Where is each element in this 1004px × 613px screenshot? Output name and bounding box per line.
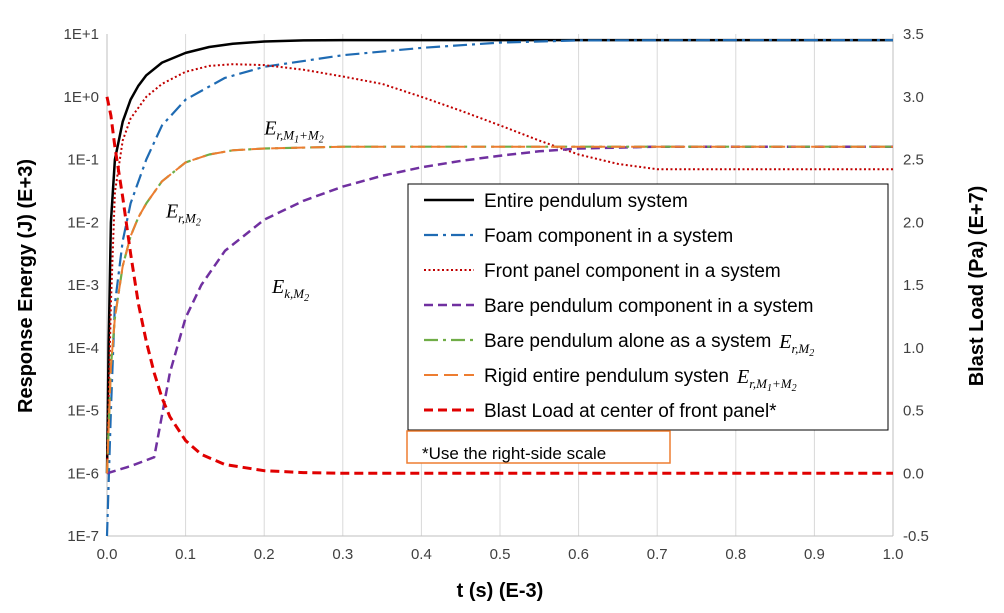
legend-label: Bare pendulum alone as a system: [484, 331, 771, 352]
y-tick-label: 1E-4: [67, 340, 99, 357]
legend-label: Rigid entire pendulum systen: [484, 366, 729, 387]
legend: Entire pendulum system Foam component in …: [407, 183, 889, 431]
x-tick-label: 0.9: [804, 546, 825, 563]
x-tick-label: 0.3: [332, 546, 353, 563]
y-tick-label: 1E-3: [67, 277, 99, 294]
x-axis-title: t (s) (E-3): [457, 580, 544, 602]
y2-tick-label: -0.5: [903, 528, 929, 545]
y-tick-label: 1E-7: [67, 528, 99, 545]
series-line-6: [106, 145, 893, 474]
series-line-3: [106, 63, 893, 474]
legend-label: Front panel component in a system: [484, 261, 781, 282]
y2-tick-label: 3.5: [903, 26, 924, 43]
y-tick-label: 1E-6: [67, 465, 99, 482]
series-line-4: [106, 145, 893, 475]
y-tick-labels: 1E-7 1E-6 1E-5 1E-4 1E-3 1E-2 1E-1 1E+0 1E+1: [64, 26, 99, 545]
series-lines: [105, 38, 893, 537]
y2-tick-label: 2.5: [903, 152, 924, 169]
y2-tick-label: 0.5: [903, 403, 924, 420]
y2-tick-label: 1.0: [903, 340, 924, 357]
legend-label: Entire pendulum system: [484, 191, 688, 212]
curve-annotations: Er,M1+M2 Er,M2 Ek,M2: [165, 118, 324, 304]
x-tick-label: 0.0: [97, 546, 118, 563]
legend-math-label: Er,M1+M2: [736, 366, 797, 394]
y-tick-label: 1E-2: [67, 214, 99, 231]
legend-box: [407, 183, 889, 431]
note-border: [406, 430, 671, 464]
y-axis-title: Response Energy (J) (E+3): [15, 159, 37, 413]
y2-tick-labels: -0.5 0.0 0.5 1.0 1.5 2.0 2.5 3.0 3.5: [903, 26, 929, 545]
x-tick-label: 0.8: [725, 546, 746, 563]
series-line-7: [105, 96, 893, 475]
x-tick-label: 0.2: [254, 546, 275, 563]
legend-label: Foam component in a system: [484, 226, 733, 247]
y2-tick-label: 3.0: [903, 89, 924, 106]
y-tick-label: 1E+0: [64, 89, 99, 106]
y2-tick-label: 0.0: [903, 465, 924, 482]
legend-label: Bare pendulum component in a system: [484, 296, 814, 317]
y-tick-label: 1E-5: [67, 403, 99, 420]
y-tick-label: 1E-1: [67, 152, 99, 169]
x-tick-label: 0.6: [568, 546, 589, 563]
x-tick-label: 0.1: [175, 546, 196, 563]
x-tick-labels: 0.0 0.1 0.2 0.3 0.4 0.5 0.6 0.7 0.8 0.9 1.0: [97, 546, 904, 563]
y2-tick-label: 2.0: [903, 214, 924, 231]
series-line-1: [105, 38, 893, 474]
legend-math-label: Er,M2: [778, 331, 814, 359]
x-tick-label: 0.5: [490, 546, 511, 563]
y2-tick-label: 1.5: [903, 277, 924, 294]
note-text: *Use the right-side scale: [422, 444, 606, 463]
legend-label: Blast Load at center of front panel*: [484, 401, 777, 422]
x-tick-label: 1.0: [883, 546, 904, 563]
curve-annotation: Er,M1+M2: [263, 118, 324, 146]
x-tick-label: 0.4: [411, 546, 432, 563]
curve-annotation: Ek,M2: [271, 276, 309, 304]
series-line-2: [105, 39, 893, 537]
curve-annotation: Er,M2: [165, 200, 201, 228]
y2-axis-title: Blast Load (Pa) (E+7): [966, 186, 988, 387]
x-tick-label: 0.7: [647, 546, 668, 563]
y-tick-label: 1E+1: [64, 26, 99, 43]
note-box: *Use the right-side scale: [406, 430, 671, 464]
